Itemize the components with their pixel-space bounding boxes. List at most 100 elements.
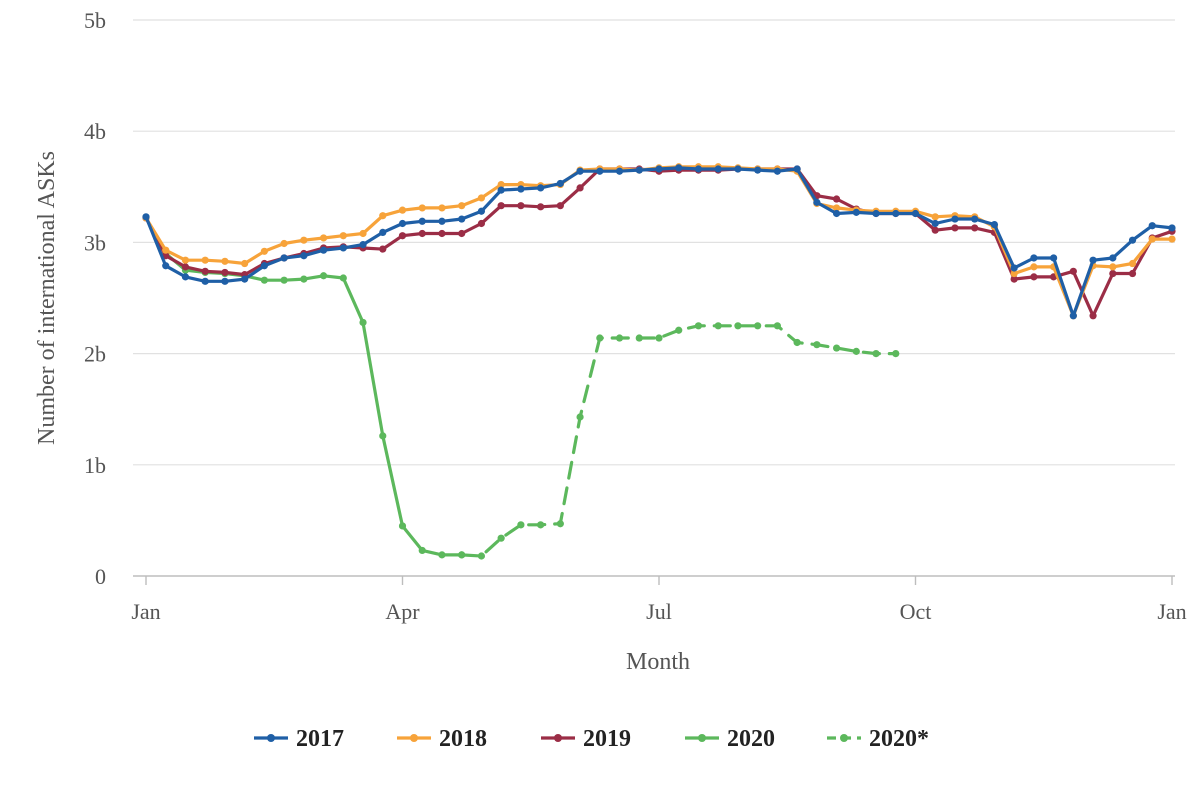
data-point	[458, 551, 466, 559]
data-point	[398, 219, 407, 228]
data-point	[162, 262, 170, 270]
data-point	[1089, 312, 1097, 320]
data-point	[931, 219, 939, 228]
data-point	[438, 204, 446, 212]
data-point	[793, 338, 801, 347]
data-point	[655, 334, 663, 342]
data-point	[142, 213, 150, 221]
data-point	[221, 277, 229, 285]
data-point	[675, 326, 683, 334]
data-point	[319, 246, 328, 254]
data-point	[1168, 224, 1176, 232]
data-point	[832, 209, 841, 218]
legend-item: 2020*	[827, 726, 929, 752]
data-point	[300, 275, 308, 283]
legend-item: 2020	[685, 726, 775, 752]
data-point	[832, 195, 841, 203]
data-point	[1148, 235, 1156, 243]
data-point	[379, 228, 387, 236]
data-point	[951, 215, 959, 223]
data-point	[931, 226, 939, 234]
data-point	[477, 207, 486, 215]
data-point	[1168, 235, 1176, 243]
data-point	[181, 263, 190, 271]
data-point	[221, 268, 229, 277]
legend-item: 2018	[397, 726, 487, 752]
data-point	[458, 215, 466, 223]
data-point	[773, 322, 781, 330]
data-point	[477, 194, 486, 202]
data-point	[911, 209, 920, 218]
data-point	[339, 244, 347, 252]
data-point	[319, 272, 328, 280]
data-point	[477, 219, 486, 228]
y-tick-label: 2b	[84, 342, 106, 367]
y-tick-label: 3b	[84, 230, 106, 255]
legend-label: 2019	[583, 726, 631, 752]
data-point	[754, 166, 762, 174]
data-point	[1109, 263, 1117, 271]
data-point	[398, 206, 407, 214]
data-point	[872, 350, 880, 358]
legend: 2017 2018 2019 2020 2020*	[254, 726, 929, 752]
data-point	[398, 522, 407, 530]
data-point	[971, 224, 979, 232]
data-point	[497, 186, 505, 194]
data-point	[300, 252, 308, 260]
data-point	[438, 229, 446, 238]
data-point	[694, 322, 703, 330]
data-point	[1030, 254, 1038, 262]
x-tick-label: Apr	[385, 599, 420, 624]
data-point	[359, 241, 367, 249]
data-point	[1089, 256, 1097, 264]
data-point	[754, 322, 762, 330]
data-point	[438, 551, 446, 559]
legend-label: 2020*	[869, 726, 929, 752]
data-point	[635, 334, 643, 342]
legend-marker	[840, 734, 848, 742]
data-point	[221, 257, 229, 265]
data-point	[635, 166, 643, 174]
data-point	[556, 202, 564, 210]
data-point	[931, 213, 939, 221]
data-point	[734, 322, 742, 330]
data-point	[832, 204, 841, 212]
data-point	[1109, 254, 1117, 262]
data-point	[1030, 273, 1038, 281]
data-point	[655, 165, 663, 173]
data-point	[1128, 269, 1137, 278]
data-point	[734, 165, 742, 173]
legend-marker	[554, 734, 562, 742]
legend-marker	[410, 734, 418, 742]
legend-item: 2019	[541, 726, 631, 752]
data-point	[615, 334, 624, 342]
y-axis-title: Number of international ASKs	[34, 151, 60, 445]
x-tick-label: Jul	[646, 599, 672, 624]
data-point	[813, 198, 821, 206]
data-point	[852, 208, 860, 216]
data-point	[1010, 269, 1018, 278]
y-tick-label: 1b	[84, 453, 106, 478]
data-point	[1109, 269, 1117, 278]
data-point	[280, 276, 288, 284]
series-2020	[162, 249, 466, 559]
data-point	[201, 256, 209, 264]
data-point	[280, 239, 288, 248]
legend-marker	[698, 734, 706, 742]
data-point	[793, 165, 801, 173]
data-point	[675, 164, 683, 172]
data-point	[1010, 275, 1018, 283]
data-point	[359, 229, 367, 238]
data-point	[1128, 259, 1137, 268]
data-point	[398, 232, 407, 240]
data-point	[892, 350, 900, 358]
data-point	[537, 203, 545, 211]
data-point	[418, 217, 426, 225]
data-point	[892, 209, 900, 218]
series-lines	[142, 163, 1176, 560]
data-point	[1069, 267, 1077, 275]
data-point	[260, 262, 268, 270]
data-point	[458, 202, 466, 210]
data-point	[418, 229, 426, 238]
